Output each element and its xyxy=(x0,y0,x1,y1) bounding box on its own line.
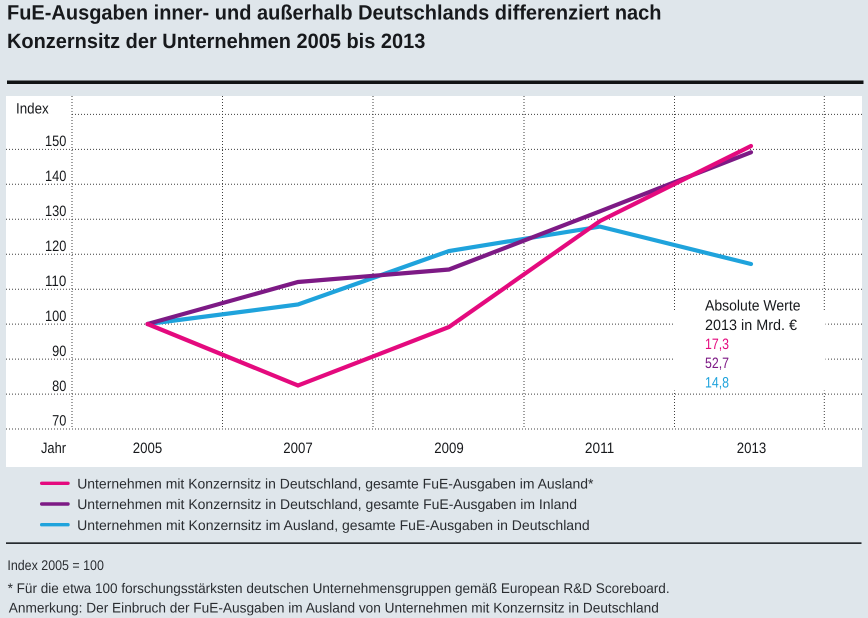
svg-text:FuE-Ausgaben inner- und außerh: FuE-Ausgaben inner- und außerhalb Deutsc… xyxy=(7,2,662,25)
svg-text:2005: 2005 xyxy=(133,440,162,457)
svg-text:Jahr: Jahr xyxy=(41,440,66,457)
svg-text:Index 2005 = 100: Index 2005 = 100 xyxy=(7,557,104,573)
svg-text:* Für die etwa 100 forschungss: * Für die etwa 100 forschungsstärksten d… xyxy=(8,580,670,596)
svg-text:2013: 2013 xyxy=(737,440,766,457)
svg-text:2009: 2009 xyxy=(434,440,463,457)
svg-text:130: 130 xyxy=(45,203,66,220)
svg-text:140: 140 xyxy=(45,168,66,185)
svg-text:Unternehmen mit Konzernsitz im: Unternehmen mit Konzernsitz im Ausland, … xyxy=(77,517,590,533)
svg-text:Unternehmen mit Konzernsitz in: Unternehmen mit Konzernsitz in Deutschla… xyxy=(77,496,577,512)
svg-text:52,7: 52,7 xyxy=(705,355,729,372)
svg-text:100: 100 xyxy=(45,308,66,325)
svg-text:2013 in Mrd. €: 2013 in Mrd. € xyxy=(705,317,798,334)
svg-text:2007: 2007 xyxy=(283,440,312,457)
svg-text:Unternehmen mit Konzernsitz in: Unternehmen mit Konzernsitz in Deutschla… xyxy=(77,475,594,491)
svg-text:Anmerkung: Der Einbruch der Fu: Anmerkung: Der Einbruch der FuE-Ausgaben… xyxy=(9,600,659,616)
svg-text:90: 90 xyxy=(52,343,66,360)
svg-text:120: 120 xyxy=(45,238,66,255)
svg-text:2011: 2011 xyxy=(585,440,614,457)
svg-text:Absolute Werte: Absolute Werte xyxy=(705,297,801,314)
svg-text:150: 150 xyxy=(45,133,66,150)
svg-text:110: 110 xyxy=(45,273,66,290)
svg-text:Konzernsitz der Unternehmen 20: Konzernsitz der Unternehmen 2005 bis 201… xyxy=(7,30,425,53)
svg-text:70: 70 xyxy=(52,413,66,430)
svg-text:14,8: 14,8 xyxy=(705,375,729,392)
svg-text:80: 80 xyxy=(52,378,66,395)
svg-text:Index: Index xyxy=(16,101,49,118)
svg-text:17,3: 17,3 xyxy=(705,336,729,353)
